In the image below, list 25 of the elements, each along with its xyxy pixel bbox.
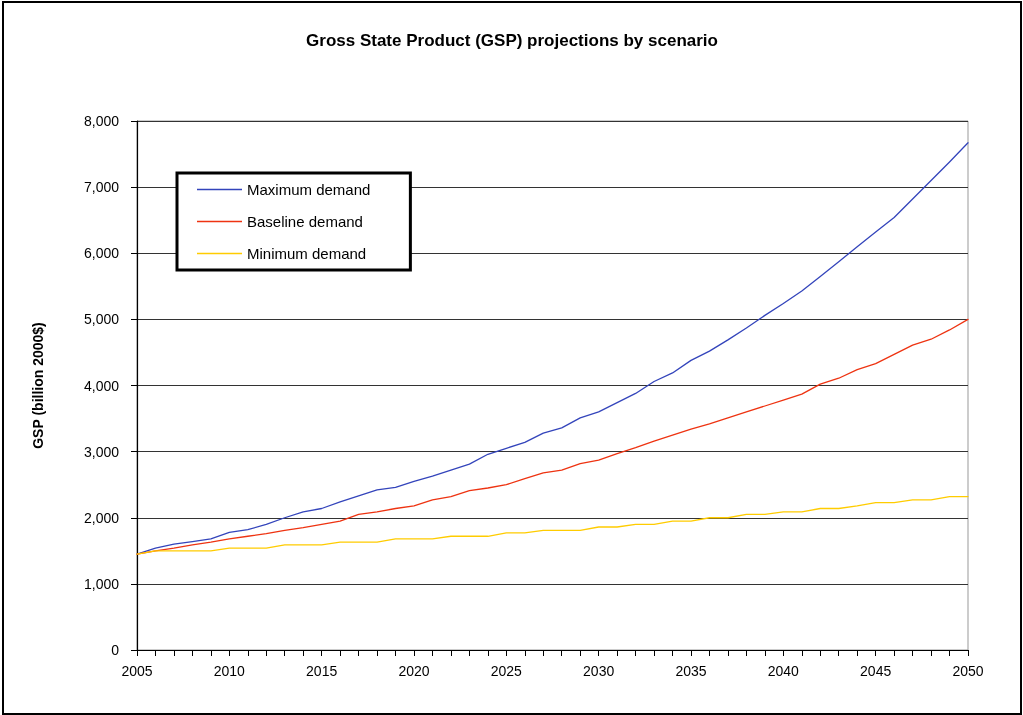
x-tick-label: 2030	[583, 663, 615, 679]
y-tick-label: 5,000	[83, 311, 120, 328]
x-tick-label: 2040	[767, 663, 800, 679]
x-tick-label: 2010	[213, 663, 246, 679]
x-tick-label: 2020	[398, 663, 430, 679]
y-tick-label: 7,000	[83, 179, 120, 196]
y-tick-label: 2,000	[83, 509, 120, 526]
y-tick-label: 4,000	[83, 377, 120, 394]
x-tick-label: 2005	[121, 663, 153, 679]
legend-label: Minimum demand	[247, 245, 367, 262]
y-tick-label: 6,000	[83, 245, 120, 262]
y-tick-label: 3,000	[83, 443, 120, 460]
y-axis-title: GSP (billion 2000$)	[30, 322, 46, 449]
line-series	[136, 495, 969, 555]
x-tick-label: 2035	[675, 663, 707, 679]
legend-label: Maximum demand	[247, 181, 371, 198]
y-tick-label: 8,000	[83, 113, 120, 129]
x-tick-label: 2025	[490, 663, 523, 679]
x-tick-label: 2015	[306, 663, 338, 679]
chart-title: Gross State Product (GSP) projections by scenario	[306, 31, 718, 50]
y-tick-label: 1,000	[83, 575, 120, 592]
x-tick-label: 2050	[952, 663, 984, 679]
legend-label: Baseline demand	[247, 213, 363, 230]
y-tick-label: 0	[111, 642, 120, 658]
x-tick-label: 2045	[860, 663, 892, 679]
